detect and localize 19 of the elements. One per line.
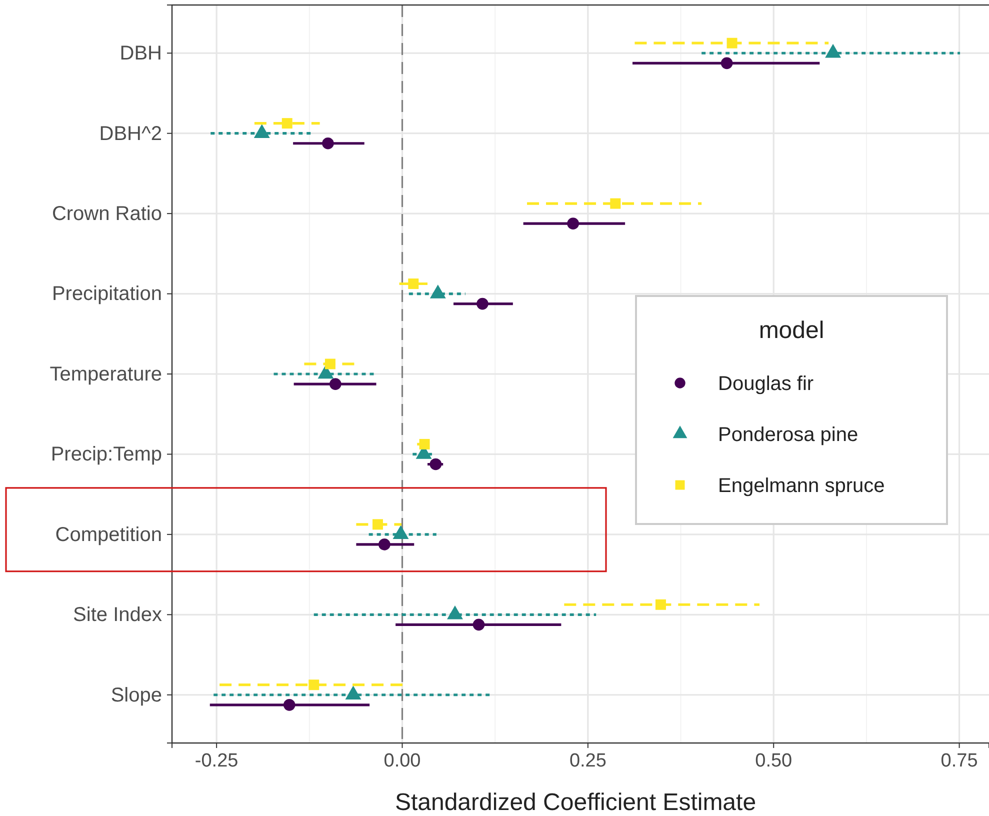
x-tick-label: 0.50	[755, 750, 792, 772]
y-tick-label: Competition	[55, 524, 162, 546]
x-tick-label: 0.00	[384, 750, 421, 772]
legend-label: Engelmann spruce	[718, 475, 885, 497]
y-tick-label: DBH	[120, 42, 162, 65]
legend-label: Ponderosa pine	[718, 424, 858, 446]
y-tick-label: Temperature	[50, 363, 162, 386]
y-tick-label: Precipitation	[52, 283, 162, 306]
legend-label: Douglas fir	[718, 373, 814, 395]
y-tick-label: Site Index	[73, 604, 162, 626]
x-tick-label: 0.25	[569, 750, 606, 772]
y-tick-label: Slope	[110, 684, 162, 706]
y-tick-label: Precip:Temp	[50, 444, 162, 466]
y-tick-label: Crown Ratio	[52, 202, 162, 225]
y-tick-label: DBH^2	[99, 122, 162, 145]
x-tick-label: -0.25	[194, 750, 238, 772]
x-tick-label: 0.75	[940, 750, 978, 772]
legend-title: model	[758, 317, 824, 344]
x-axis-title: Standardized Coefficient Estimate	[394, 789, 756, 816]
